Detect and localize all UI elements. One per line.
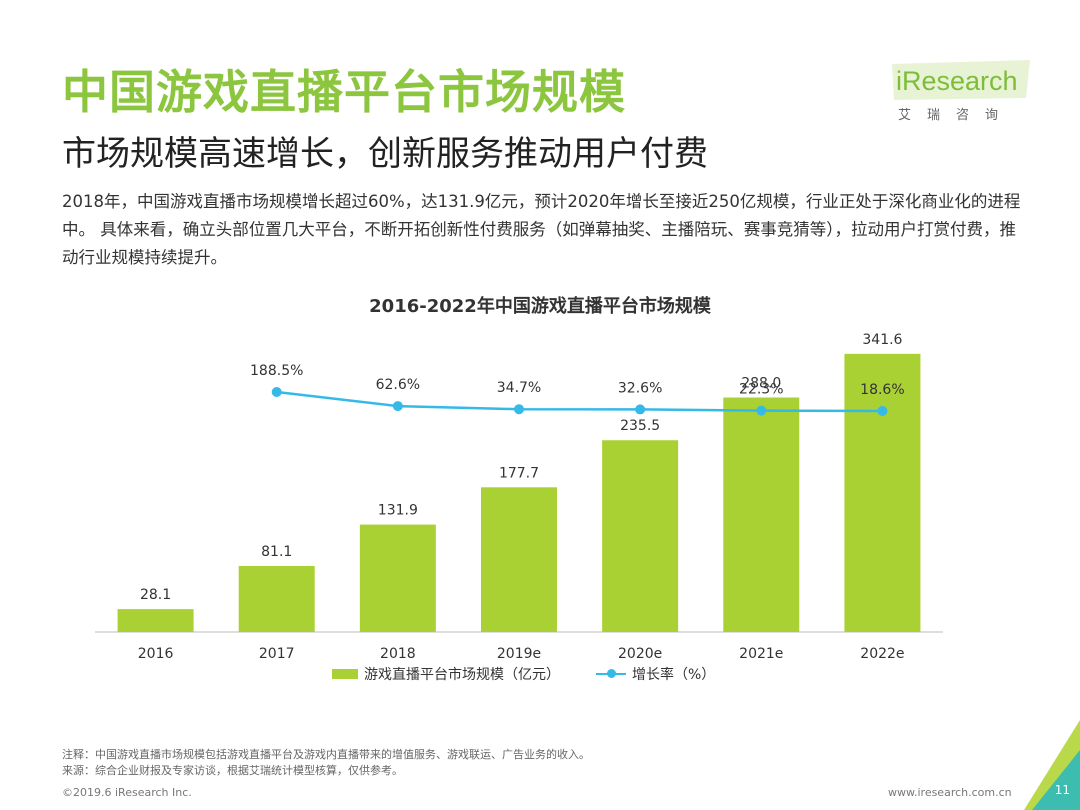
- growth-point-2022e: [877, 406, 888, 416]
- website-url: www.iresearch.com.cn: [888, 786, 1012, 799]
- legend-line-label: 增长率（%）: [632, 667, 716, 683]
- growth-label: 62.6%: [376, 377, 420, 393]
- page-subtitle: 市场规模高速增长，创新服务推动用户付费: [62, 134, 708, 174]
- page-number: 11: [1054, 783, 1070, 797]
- bar-2016: [117, 609, 194, 632]
- page-title: 中国游戏直播平台市场规模: [62, 65, 626, 119]
- growth-label: 188.5%: [250, 363, 303, 379]
- logo-cn: 艾瑞咨询: [898, 108, 1015, 123]
- intro-paragraph: 2018年，中国游戏直播市场规模增长超过60%，达131.9亿元，预计2020年…: [62, 192, 1021, 267]
- growth-label: 18.6%: [860, 382, 904, 398]
- iresearch-logo: iResearch 艾瑞咨询: [890, 58, 1035, 128]
- bar-value-label: 235.5: [620, 418, 660, 434]
- x-tick-label: 2022e: [860, 646, 904, 660]
- growth-label: 32.6%: [618, 380, 662, 396]
- bar-value-label: 131.9: [378, 503, 418, 519]
- x-tick-label: 2018: [380, 646, 416, 660]
- growth-label: 34.7%: [497, 380, 541, 396]
- copyright: ©2019.6 iResearch Inc.: [62, 786, 192, 799]
- growth-point-2018: [392, 401, 403, 412]
- x-tick-label: 2017: [259, 646, 295, 660]
- bar-value-label: 288.0: [741, 375, 781, 391]
- corner-decoration: [1024, 720, 1080, 810]
- bar-2022e: [844, 353, 921, 632]
- chart-title: 2016-2022年中国游戏直播平台市场规模: [369, 296, 711, 317]
- bar-2018: [359, 524, 436, 632]
- growth-point-2019e: [514, 404, 524, 415]
- legend-bar-swatch: [332, 669, 358, 679]
- logo-wordmark: iResearch: [896, 66, 1018, 96]
- x-tick-label: 2020e: [618, 646, 662, 660]
- growth-point-2021e: [756, 405, 767, 416]
- x-tick-label: 2019e: [497, 646, 541, 660]
- bar-2019e: [481, 487, 557, 632]
- bar-2021e: [723, 397, 800, 632]
- growth-point-2017: [271, 387, 282, 397]
- growth-label: 22.3%: [739, 382, 783, 398]
- market-size-chart: 28.1 2016 81.1 2017 131.9 2018 177.7 2019e 235.5…: [95, 332, 943, 660]
- bar-2020e: [602, 440, 679, 632]
- legend-bar-label: 游戏直播平台市场规模（亿元）: [364, 667, 560, 683]
- bar-value-label: 28.1: [140, 587, 171, 603]
- note-text: 注释：中国游戏直播市场规模包括游戏直播平台及游戏内直播带来的增值服务、游戏联运、…: [62, 748, 590, 761]
- x-tick-label: 2021e: [739, 646, 783, 660]
- bar-value-label: 341.6: [862, 332, 902, 348]
- growth-point-2020e: [635, 404, 646, 415]
- notes: 注释：中国游戏直播市场规模包括游戏直播平台及游戏内直播带来的增值服务、游戏联运、…: [62, 747, 590, 779]
- x-tick-label: 2016: [138, 646, 174, 660]
- bar-value-label: 177.7: [499, 465, 539, 481]
- growth-line: [276, 390, 883, 413]
- bar-value-label: 81.1: [261, 544, 292, 560]
- chart-legend: 游戏直播平台市场规模（亿元） 增长率（%）: [332, 664, 715, 684]
- bar-2017: [238, 565, 315, 632]
- source-text: 来源：综合企业财报及专家访谈，根据艾瑞统计模型核算，仅供参考。: [62, 764, 403, 777]
- legend-line-swatch: [596, 669, 626, 678]
